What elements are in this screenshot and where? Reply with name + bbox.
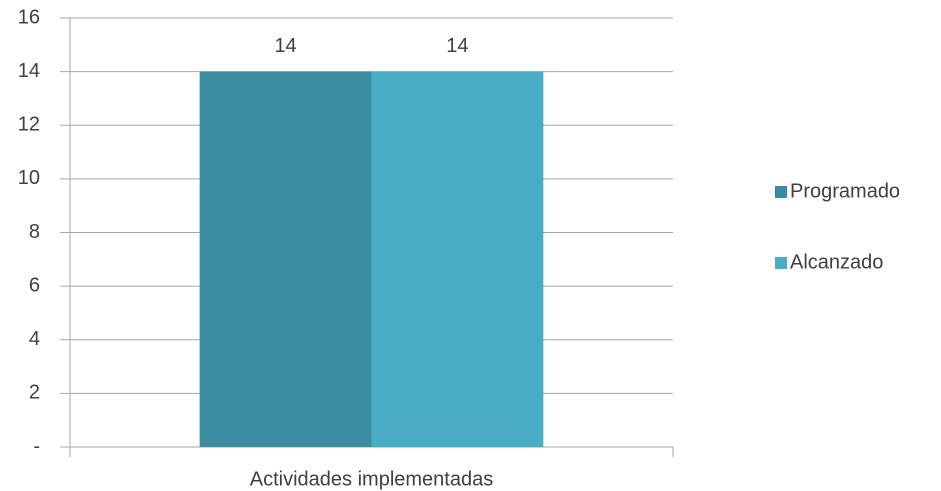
y-tick-label: - [33, 435, 40, 457]
bar [371, 71, 544, 447]
legend-swatch [775, 257, 787, 269]
data-label: 14 [446, 35, 468, 57]
legend-label: Alcanzado [790, 251, 883, 273]
y-tick-label: 14 [18, 60, 40, 82]
y-tick-label: 8 [29, 221, 40, 243]
legend-label: Programado [790, 180, 900, 202]
legend-swatch [775, 186, 787, 198]
y-tick-label: 10 [18, 167, 40, 189]
y-tick-label: 4 [29, 328, 40, 350]
y-tick-label: 16 [18, 6, 40, 28]
data-label: 14 [274, 35, 296, 57]
y-tick-label: 6 [29, 274, 40, 296]
x-tick-label: Actividades implementadas [250, 468, 493, 490]
bar [199, 71, 372, 447]
y-tick-label: 12 [18, 114, 40, 136]
y-tick-label: 2 [29, 382, 40, 404]
